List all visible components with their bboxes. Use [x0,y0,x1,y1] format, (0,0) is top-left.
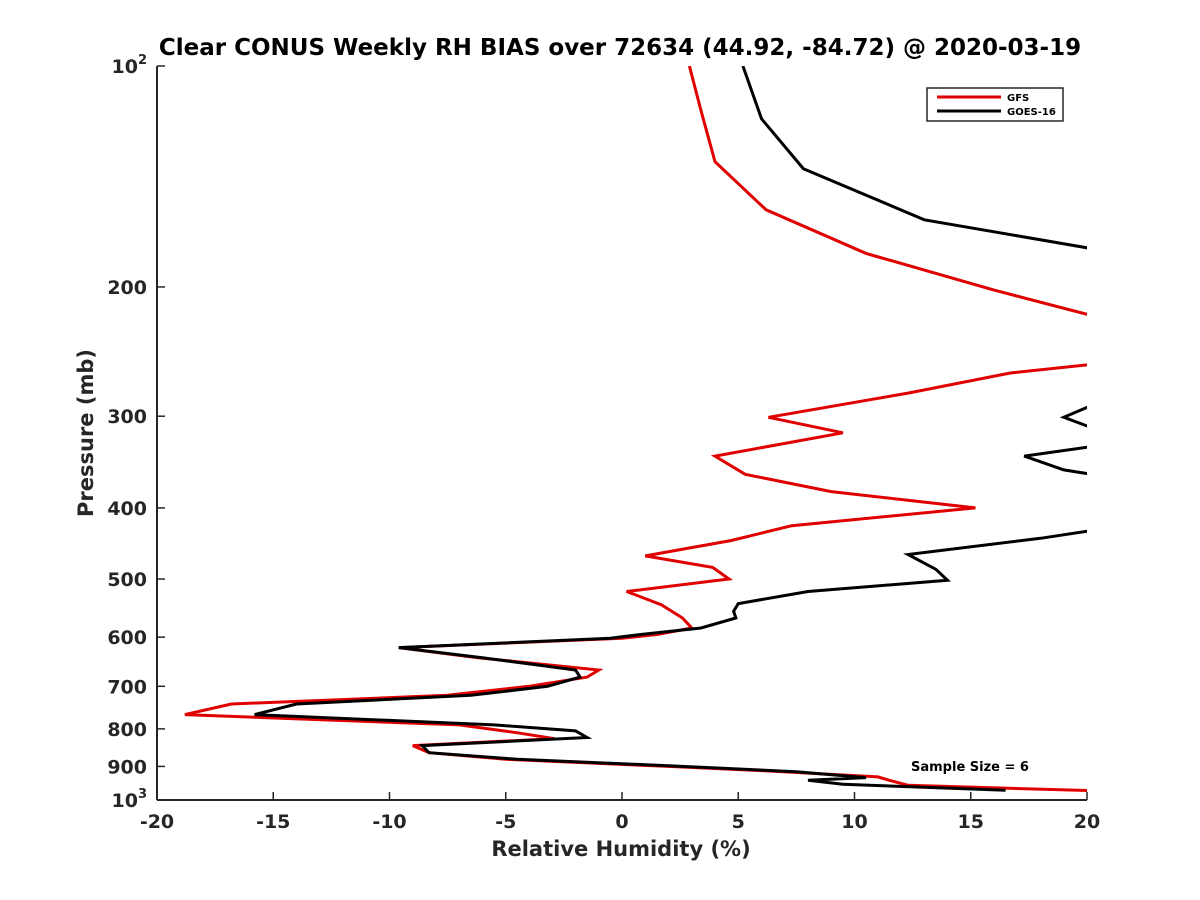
y-tick-exponent: 3 [138,787,147,802]
y-tick-label: 900 [107,756,147,778]
x-tick-label: -20 [140,811,174,833]
x-tick-label: -15 [256,811,290,833]
x-tick-label: 0 [615,811,628,833]
x-tick-label: 15 [958,811,984,833]
y-tick-base: 10 [112,56,138,78]
y-tick-label: 600 [107,627,147,649]
y-tick-label: 500 [107,569,147,591]
y-tick-label: 103 [112,787,148,812]
y-tick-label: 700 [107,676,147,698]
x-tick-label: -5 [495,811,516,833]
legend-box [926,87,1064,122]
y-axis-label: Pressure (mb) [74,349,98,517]
y-tick-label: 102 [112,53,148,78]
y-tick-label: 400 [107,498,147,520]
series-layer [184,66,1087,793]
x-tick-label: 20 [1074,811,1100,833]
x-axis-label: Relative Humidity (%) [491,837,750,861]
y-tick-label: 300 [107,406,147,428]
y-tick-label: 800 [107,719,147,741]
x-axis-ticks: -20 -15 -10 -5 0 5 10 15 20 [140,792,1100,833]
x-tick-label: 10 [841,811,867,833]
chart-title: Clear CONUS Weekly RH BIAS over 72634 (4… [159,35,1081,61]
legend: GFS GOES-16 [926,87,1064,122]
y-tick-label: 200 [107,277,147,299]
legend-label-goes16: GOES-16 [1007,107,1056,118]
x-tick-label: -10 [372,811,406,833]
x-tick-label: 5 [732,811,745,833]
y-tick-exponent: 2 [138,53,147,68]
legend-label-gfs: GFS [1007,93,1029,104]
y-tick-base: 10 [112,790,138,812]
series-line-goes16 [254,66,1087,792]
sample-size-annotation: Sample Size = 6 [911,760,1029,775]
